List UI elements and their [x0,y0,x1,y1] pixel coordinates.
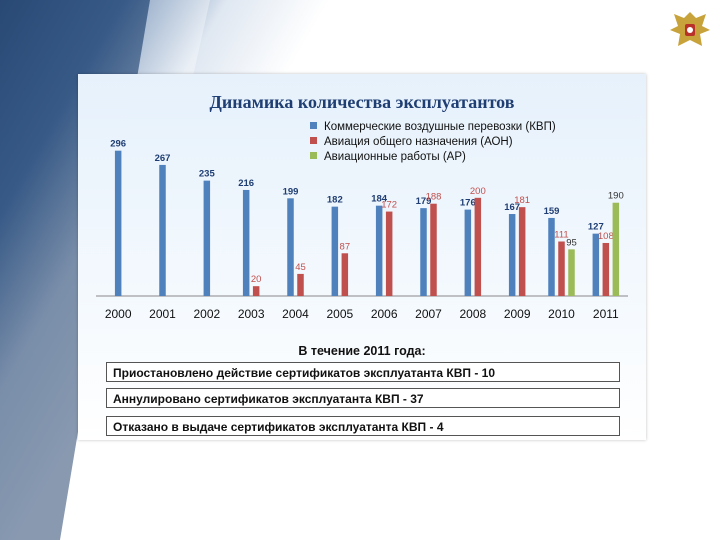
data-label-aon-2005: 87 [340,241,351,252]
bar-aon-2010 [558,241,565,296]
bar-aon-2009 [518,207,526,296]
chart-panel: Динамика количества эксплуатантов 296 200… [78,74,646,440]
data-label-aon-2008: 200 [470,186,486,197]
data-label-kvp-2010: 159 [544,206,560,217]
legend-swatch-1 [310,137,317,144]
bar-ar-2010 [568,249,575,296]
x-tick-label-2003: 2003 [238,307,265,321]
data-label-kvp-2011: 127 [588,222,604,233]
legend-swatch-2 [310,152,317,159]
data-label-kvp-2005: 182 [327,195,343,206]
data-label-kvp-2008: 176 [460,198,476,209]
x-tick-label-2005: 2005 [326,307,353,321]
data-label-kvp-2007: 179 [416,196,432,207]
bar-aon-2006 [385,211,393,296]
bar-kvp-2004 [287,198,294,296]
bar-kvp-2003 [242,189,250,296]
bar-aon-2011 [602,242,610,296]
summary-item-annulled: Аннулировано сертификатов эксплуатанта К… [106,388,620,408]
data-label-kvp-2003: 216 [238,178,254,189]
x-tick-label-2009: 2009 [504,307,531,321]
bar-kvp-2006 [375,205,383,296]
legend-label-2: Авиационные работы (АР) [324,151,466,163]
data-label-kvp-2000: 296 [110,139,126,150]
bar-chart: 296 2000 267 2001 235 2002 216 20 2003 199 45 2004 1… [96,121,628,321]
data-label-aon-2007: 188 [426,192,442,203]
data-label-kvp-2002: 235 [199,169,216,180]
bar-kvp-2007 [420,208,427,296]
legend-swatch-0 [310,122,317,129]
bar-aon-2003 [252,286,260,296]
bar-kvp-2002 [203,180,211,296]
legend-label-1: Авиация общего назначения (АОН) [324,136,513,148]
x-tick-label-2008: 2008 [459,307,486,321]
data-label-kvp-2009: 167 [504,202,520,213]
bar-kvp-2010 [548,217,555,296]
bar-kvp-2001 [159,164,166,296]
data-label-kvp-2001: 267 [155,153,171,164]
data-label-ar-2011: 190 [608,191,624,202]
data-label-aon-2010: 111 [554,230,568,241]
bar-aon-2004 [297,273,304,296]
legend-label-0: Коммерческие воздушные перевозки (КВП) [324,121,556,133]
x-tick-label-2007: 2007 [415,307,442,321]
bar-kvp-2008 [464,209,472,296]
x-tick-label-2010: 2010 [548,307,575,321]
bar-kvp-2009 [508,214,516,296]
bar-kvp-2005 [331,206,339,296]
bar-aon-2008 [474,197,482,296]
x-tick-label-2001: 2001 [149,307,176,321]
x-tick-label-2004: 2004 [282,307,309,321]
summary-item-refused: Отказано в выдаче сертификатов эксплуата… [106,416,620,436]
summary-heading: В течение 2011 года: [298,344,426,358]
coat-of-arms-icon [670,12,710,46]
bar-ar-2011 [612,202,620,296]
data-label-aon-2009: 181 [514,195,530,206]
data-label-kvp-2004: 199 [283,186,299,197]
chart-title: Динамика количества эксплуатантов [209,92,515,112]
x-tick-label-2011: 2011 [593,307,619,321]
data-label-aon-2011: 108 [598,231,614,242]
data-label-aon-2004: 45 [295,262,306,273]
bar-kvp-2011 [592,233,600,296]
data-label-aon-2006: 172 [381,200,397,211]
x-tick-label-2000: 2000 [105,307,132,321]
x-tick-label-2002: 2002 [193,307,220,321]
bar-kvp-2000 [114,150,122,296]
data-label-kvp-2006: 184 [371,194,388,205]
data-label-aon-2003: 20 [251,274,262,285]
x-tick-label-2006: 2006 [371,307,398,321]
summary-item-suspended: Приостановлено действие сертификатов экс… [106,362,620,382]
data-label-ar-2010: 95 [566,237,577,248]
bar-aon-2007 [430,203,437,296]
bar-aon-2005 [341,253,349,296]
